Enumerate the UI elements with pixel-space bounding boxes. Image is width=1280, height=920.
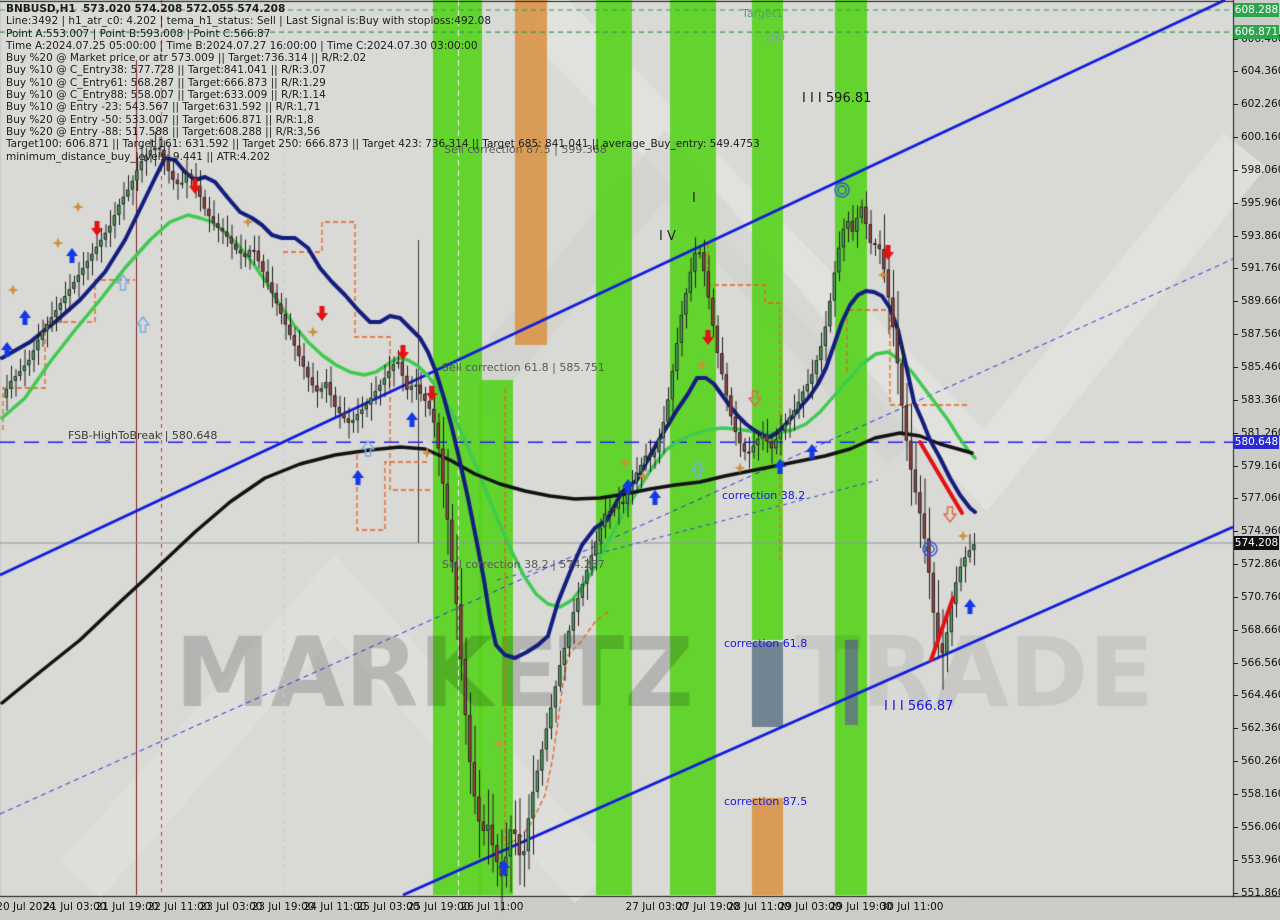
time-tick-label: 22 Jul 11:00 <box>147 901 211 913</box>
price-tick-label: 600.160 <box>1232 131 1280 143</box>
price-tick-label: 591.760 <box>1232 262 1280 274</box>
time-tick-label: 23 Jul 19:00 <box>251 901 315 913</box>
price-tick-label: 604.360 <box>1232 65 1280 77</box>
price-badge-574.208: 574.208 <box>1234 536 1279 550</box>
price-tick-label: 556.060 <box>1232 821 1280 833</box>
time-tick-label: 25 Jul 19:00 <box>407 901 471 913</box>
annotation-sell-correction-87.5-599.368: Sell correction 87.5 | 599.368 <box>444 143 607 156</box>
price-tick-label: 602.260 <box>1232 98 1280 110</box>
price-tick-label: 553.960 <box>1232 854 1280 866</box>
time-tick-label: 29 Jul 19:00 <box>829 901 893 913</box>
time-tick-label: 21 Jul 19:00 <box>95 901 159 913</box>
time-tick-label: 21 Jul 03:00 <box>43 901 107 913</box>
time-tick-label: 30 Jul 11:00 <box>880 901 944 913</box>
price-tick-label: 585.460 <box>1232 361 1280 373</box>
annotation-i-v: I V <box>659 229 676 244</box>
annotation-i-i-i-566.87: I I I 566.87 <box>884 699 954 714</box>
price-tick-label: 598.060 <box>1232 164 1280 176</box>
price-tick-label: 566.560 <box>1232 657 1280 669</box>
price-tick-label: 562.360 <box>1232 722 1280 734</box>
price-tick-label: 558.160 <box>1232 788 1280 800</box>
annotation-correction-61.8: correction 61.8 <box>724 637 808 650</box>
annotation-sell-correction-61.8-585.751: Sell correction 61.8 | 585.751 <box>442 361 605 374</box>
price-tick-label: 579.160 <box>1232 460 1280 472</box>
price-axis[interactable]: 606.460604.360602.260600.160598.060595.9… <box>1232 0 1280 899</box>
time-tick-label: 26 Jul 11:00 <box>460 901 524 913</box>
annotation-correction-87.5: correction 87.5 <box>724 795 808 808</box>
annotation-i-i-i-596.81: I I I 596.81 <box>802 91 872 106</box>
annotation-100: 100 <box>764 31 785 44</box>
price-badge-608.288: 608.288 <box>1234 2 1279 17</box>
price-tick-label: 583.360 <box>1232 394 1280 406</box>
time-tick-label: 20 Jul 2024 <box>0 901 56 913</box>
time-tick-label: 25 Jul 03:00 <box>356 901 420 913</box>
price-tick-label: 577.060 <box>1232 492 1280 504</box>
price-tick-label: 572.860 <box>1232 558 1280 570</box>
time-tick-label: 28 Jul 11:00 <box>727 901 791 913</box>
annotation-fsb-hightobreak-580.648: FSB-HighToBreak | 580.648 <box>68 429 218 442</box>
price-tick-label: 589.660 <box>1232 295 1280 307</box>
time-tick-label: 23 Jul 03:00 <box>199 901 263 913</box>
annotation-correction-38.2: correction 38.2 <box>722 489 806 502</box>
time-tick-label: 27 Jul 03:00 <box>625 901 689 913</box>
time-tick-label: 27 Jul 19:00 <box>676 901 740 913</box>
price-tick-label: 587.560 <box>1232 328 1280 340</box>
annotation-target1: Target1 <box>742 7 784 20</box>
price-tick-label: 551.860 <box>1232 887 1280 899</box>
price-badge-580.648: 580.648 <box>1234 435 1279 450</box>
time-tick-label: 24 Jul 11:00 <box>303 901 367 913</box>
price-tick-label: 574.960 <box>1232 525 1280 537</box>
annotation-i: I <box>692 191 696 206</box>
time-tick-label: 29 Jul 03:00 <box>778 901 842 913</box>
annotation-sell-correction-38.2-574.267: Sell correction 38.2 | 574.267 <box>442 558 605 571</box>
price-tick-label: 595.960 <box>1232 197 1280 209</box>
price-tick-label: 564.460 <box>1232 689 1280 701</box>
price-tick-label: 560.260 <box>1232 755 1280 767</box>
price-tick-label: 568.660 <box>1232 624 1280 636</box>
price-tick-label: 593.860 <box>1232 230 1280 242</box>
price-badge-606.871: 606.871 <box>1234 25 1279 40</box>
price-tick-label: 570.760 <box>1232 591 1280 603</box>
time-axis[interactable]: 20 Jul 2024 21 Jul 03:00 21 Jul 19:00 22 Ju… <box>0 897 1280 920</box>
